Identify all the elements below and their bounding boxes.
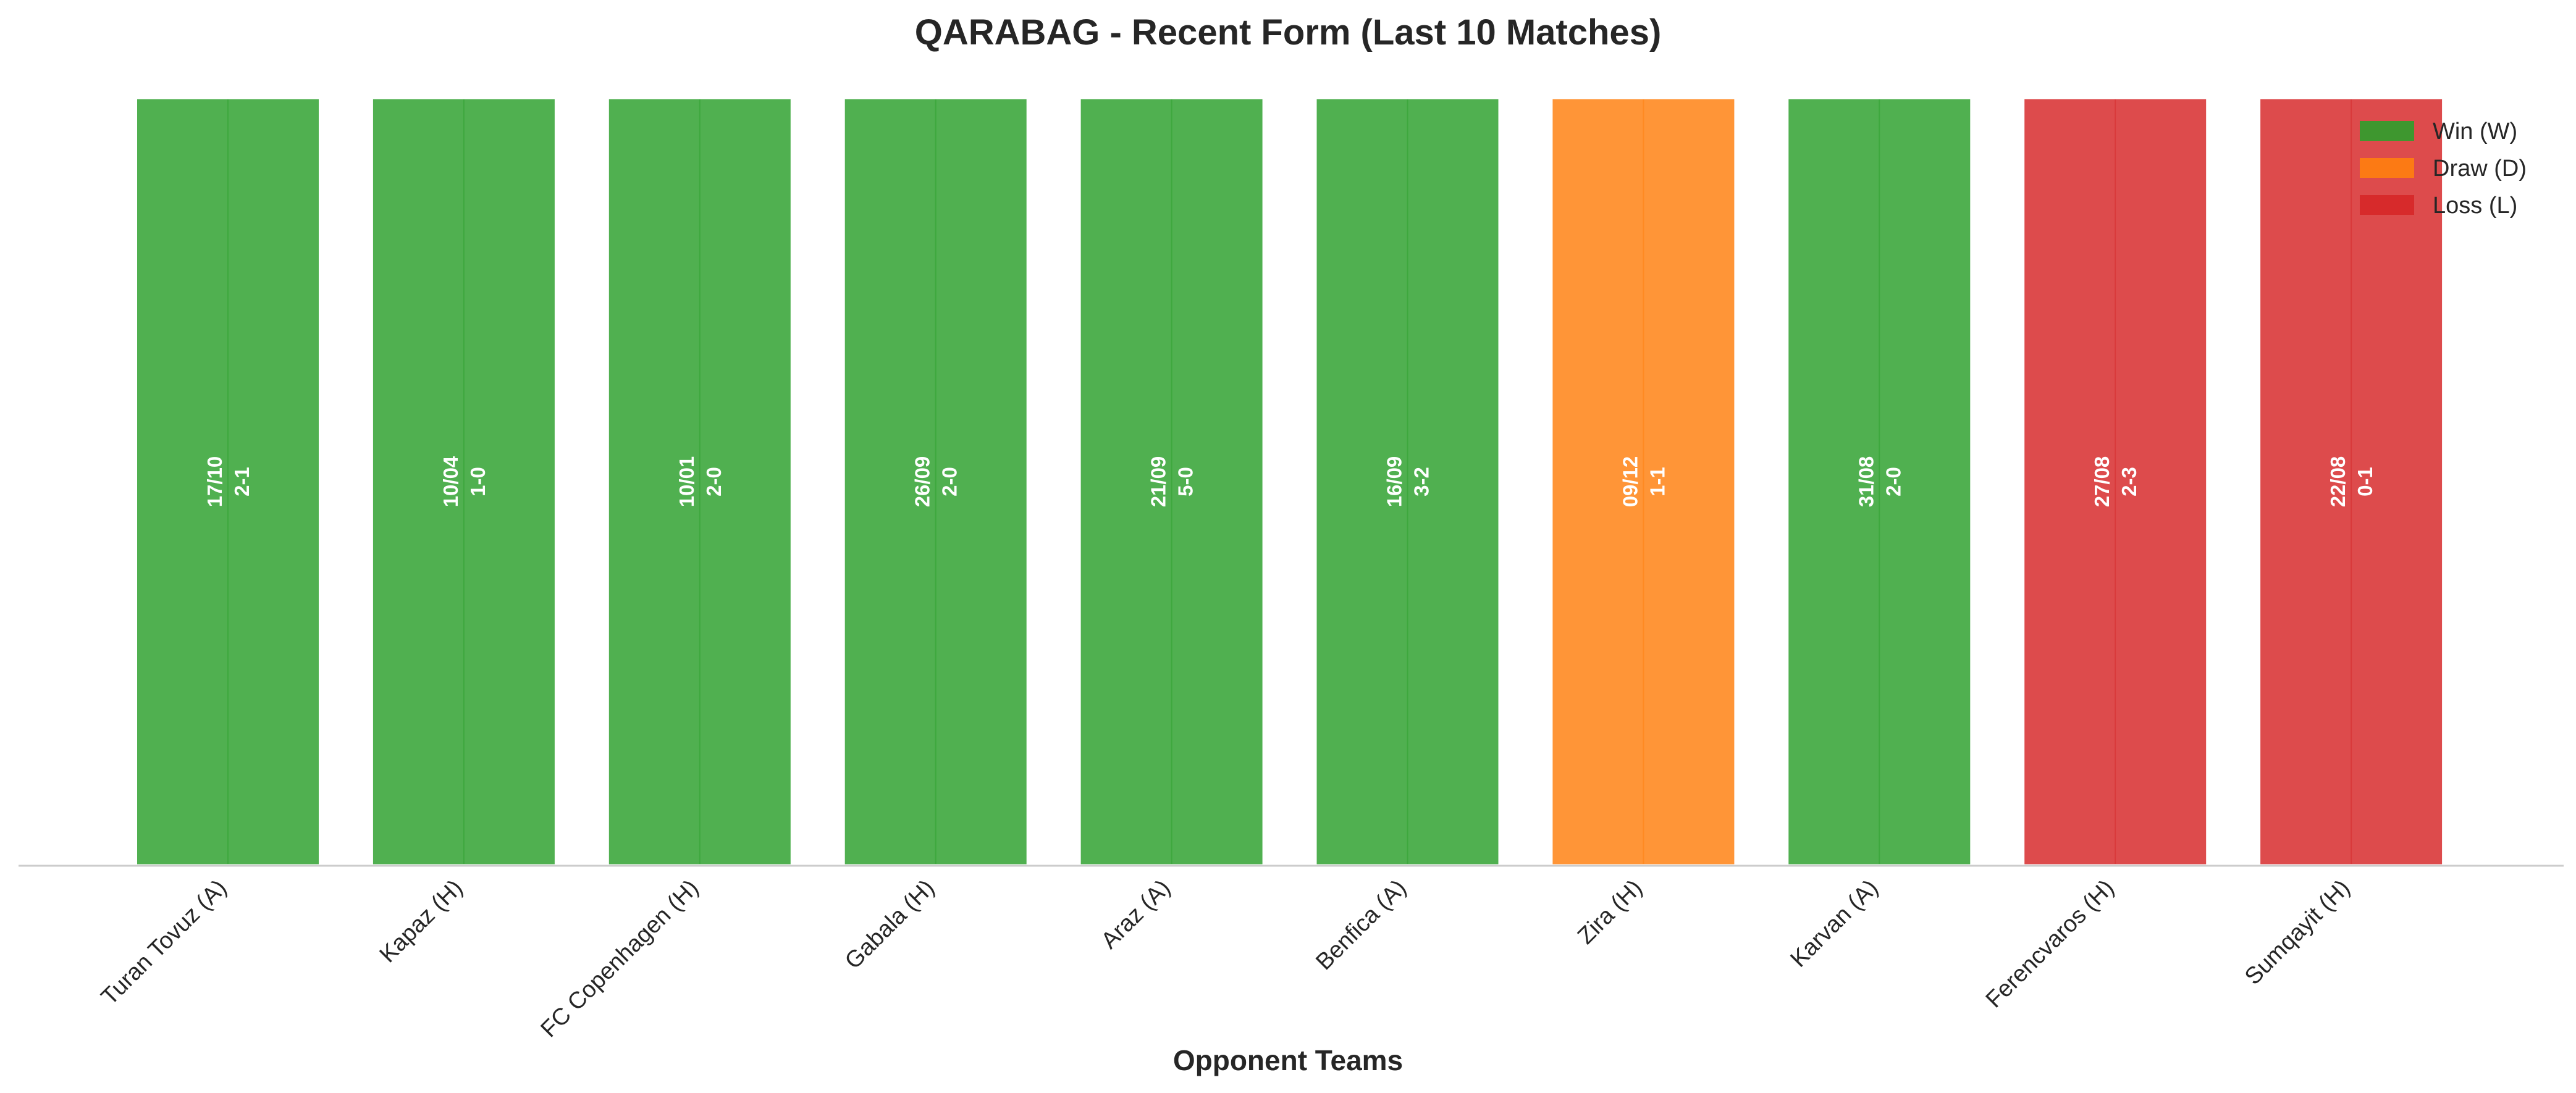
match-date: 22/08 [2326,456,2349,508]
match-date: 09/12 [1618,456,1641,508]
bar-item: 10/04 1-0 [369,96,558,868]
bar-label: 10/04 1-0 [439,456,489,507]
x-tick-label: Zira (H) [1573,875,1648,950]
bar-item: 10/01 2-0 [605,96,794,868]
x-tick-label: Benfica (A) [1311,875,1412,976]
match-score: 2-3 [2118,467,2140,496]
match-date: 10/04 [439,456,462,507]
x-tick-label: FC Copenhagen (H) [536,875,704,1043]
bar-label: 16/09 3-2 [1383,456,1433,508]
chart-title: QARABAG - Recent Form (Last 10 Matches) [915,12,1662,52]
x-tick-label: Kapaz (H) [375,875,468,968]
x-tick-label: Ferencvaros (H) [1981,875,2119,1013]
legend-item: Win (W) [2360,119,2517,144]
legend-item: Loss (L) [2360,193,2517,219]
bar-label: 17/10 2-1 [203,456,253,508]
bar-item: 09/12 1-1 [1549,96,1738,868]
match-date: 27/08 [2090,456,2113,508]
bar-item: 22/08 0-1 [2257,96,2446,868]
bar-item: 26/09 2-0 [841,96,1030,868]
match-score: 2-0 [1882,467,1905,496]
x-tick-label: Gabala (H) [840,875,940,974]
bar-item: 21/09 5-0 [1077,96,1266,868]
bar-item: 27/08 2-3 [2021,96,2210,868]
bar-label: 21/09 5-0 [1147,456,1197,508]
bar-label: 22/08 0-1 [2326,456,2376,508]
bars-group: 17/10 2-1 10/04 1-0 10/01 2-0 26/09 2-0 21/09 5-0… [134,96,2446,868]
bar-item: 31/08 2-0 [1785,96,1974,868]
bar-label: 26/09 2-0 [911,456,961,508]
x-tick-label: Araz (A) [1096,875,1176,954]
x-tick-labels: Turan Tovuz (A) Kapaz (H) FC Copenhagen (H… [96,875,2355,1043]
match-score: 5-0 [1174,467,1197,496]
match-score: 1-1 [1646,467,1669,496]
match-score: 1-0 [466,467,489,496]
match-date: 17/10 [203,456,226,508]
legend-label: Loss (L) [2433,193,2517,219]
x-axis-label: Opponent Teams [1173,1044,1403,1076]
match-score: 2-1 [230,467,253,496]
match-score: 2-0 [938,467,961,496]
bar-label: 27/08 2-3 [2090,456,2140,508]
legend-swatch [2360,158,2414,178]
match-score: 2-0 [702,467,725,496]
match-date: 26/09 [911,456,934,508]
match-date: 10/01 [675,456,698,508]
legend-item: Draw (D) [2360,156,2527,182]
match-date: 21/09 [1147,456,1170,508]
match-score: 0-1 [2354,467,2376,496]
match-score: 3-2 [1410,467,1433,496]
match-date: 16/09 [1383,456,1406,508]
bar-item: 17/10 2-1 [134,96,322,868]
bar-label: 09/12 1-1 [1618,456,1669,508]
x-tick-label: Karvan (A) [1786,875,1884,973]
legend: Win (W) Draw (D) Loss (L) [2360,119,2527,219]
bar-label: 31/08 2-0 [1854,456,1905,508]
x-tick-label: Turan Tovuz (A) [96,875,232,1010]
bar-item: 16/09 3-2 [1313,96,1502,868]
x-tick-label: Sumqayit (H) [2240,875,2355,990]
bar-label: 10/01 2-0 [675,456,725,508]
legend-label: Draw (D) [2433,156,2527,182]
match-date: 31/08 [1854,456,1877,508]
legend-swatch [2360,195,2414,215]
legend-label: Win (W) [2433,119,2517,144]
legend-swatch [2360,121,2414,141]
